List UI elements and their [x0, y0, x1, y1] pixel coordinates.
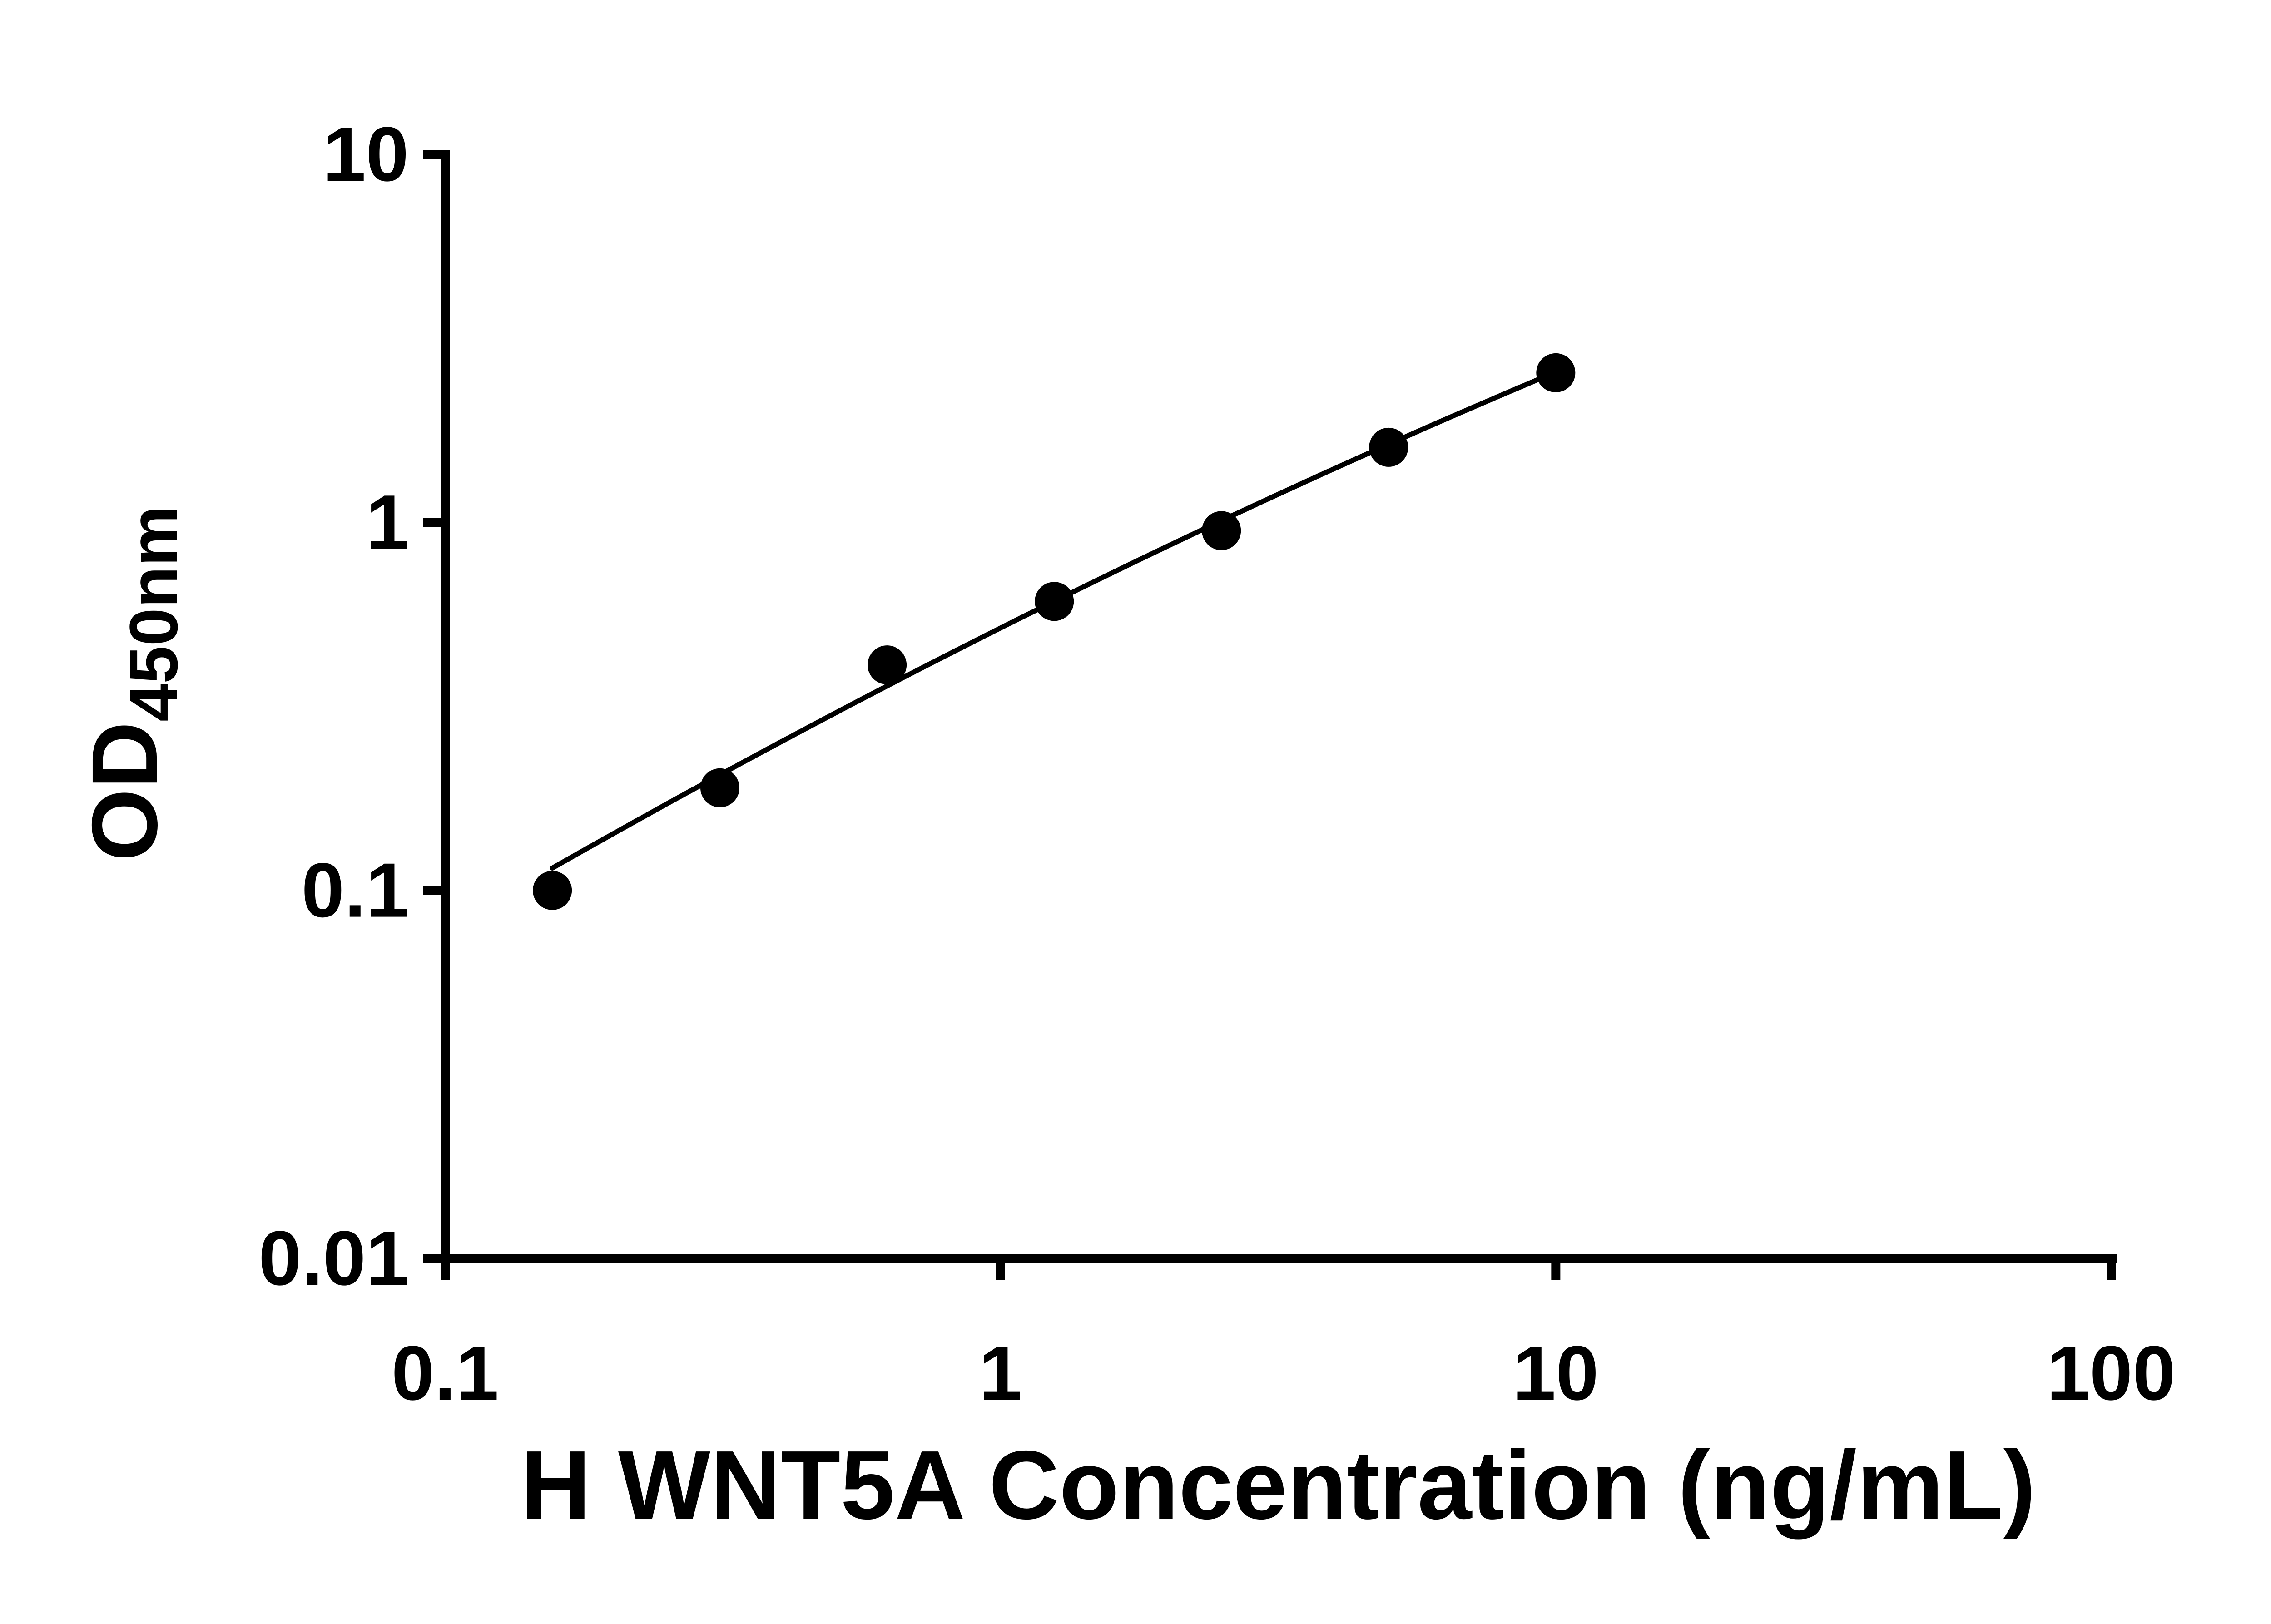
y-axis-title-subscript: 450nm	[115, 506, 192, 722]
x-axis-tick-label: 1	[979, 1330, 1022, 1416]
data-point	[1035, 582, 1074, 621]
y-axis-tick-label: 10	[323, 111, 409, 198]
y-axis-title: OD450nm	[73, 506, 192, 862]
x-axis-tick-label: 10	[1513, 1330, 1599, 1416]
plot-area: 0.1 1 10 100 0.01 0.1 1 10	[258, 111, 2176, 1416]
x-axis-title: H WNT5A Concentration (ng/mL)	[521, 1430, 2036, 1540]
data-point	[868, 645, 907, 685]
x-axis-tick-label: 100	[2047, 1330, 2176, 1416]
x-axis-tick-label: 0.1	[392, 1330, 499, 1416]
data-point	[533, 871, 572, 910]
y-axis-tick-label: 0.01	[258, 1215, 409, 1302]
data-point	[1536, 353, 1576, 392]
y-axis-title-main: OD	[73, 722, 177, 862]
y-axis-tick-label: 0.1	[302, 847, 409, 934]
data-point	[1369, 427, 1408, 467]
data-point	[1202, 511, 1241, 550]
y-axis-tick-label: 1	[366, 479, 409, 565]
data-point	[700, 768, 739, 807]
